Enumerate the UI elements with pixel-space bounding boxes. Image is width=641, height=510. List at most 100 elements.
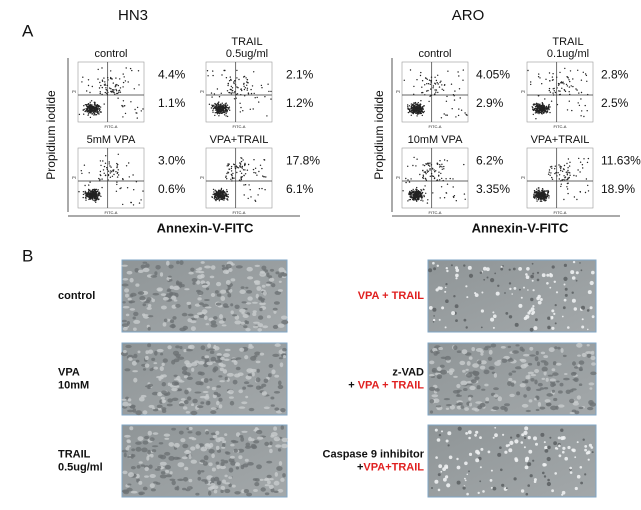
event-dot [101,187,102,188]
event-dot [536,189,537,190]
event-dot [89,110,90,111]
event-dot [413,157,414,158]
event-dot [111,92,112,93]
cell [216,385,221,388]
event-dot [261,188,262,189]
event-dot [118,154,119,155]
cell [190,446,195,450]
event-dot [113,82,114,83]
cell [183,477,188,482]
event-dot [439,82,440,83]
cell [151,358,155,361]
cell [173,286,180,290]
cell [244,355,248,359]
cell [153,432,159,435]
cell [190,268,194,272]
cell [556,381,560,383]
event-dot [106,90,107,91]
cell [581,306,585,310]
cell [236,367,241,371]
event-dot [434,93,435,94]
event-dot [137,107,138,108]
event-dot [116,163,117,164]
cell [161,293,167,296]
cell [591,271,595,275]
event-dot [97,196,98,197]
cell [247,385,253,388]
cell [143,368,146,371]
event-dot [561,81,562,82]
cell [513,268,516,271]
cell [446,483,450,487]
event-dot [440,166,441,167]
event-dot [99,87,100,88]
cell [536,409,540,411]
cell [254,355,258,357]
cell [490,318,494,322]
cell [530,378,534,382]
cell [580,482,583,485]
event-dot [536,200,537,201]
cell [222,265,225,267]
event-dot [85,104,86,105]
event-dot [213,194,214,195]
event-dot [227,163,228,164]
event-dot [550,92,551,93]
event-dot [105,87,106,88]
cell [526,387,531,392]
event-dot [83,194,84,195]
cell [267,480,271,484]
cell [538,402,541,407]
cell [438,489,441,492]
cell [547,326,551,330]
cell [475,458,479,462]
event-dot [104,84,105,85]
cell [130,294,133,297]
event-dot [432,192,433,193]
label-segment: 10mM [58,379,89,391]
cell [167,290,171,292]
event-dot [239,165,240,166]
event-dot [266,115,267,116]
cell [143,410,148,414]
event-dot [263,176,264,177]
event-dot [92,190,93,191]
cell [252,312,256,316]
event-dot [559,94,560,95]
event-dot [549,106,550,107]
event-dot [99,82,100,83]
cell [264,479,269,481]
cell [466,296,468,298]
event-dot [454,90,455,91]
event-dot [564,165,565,166]
event-dot [243,184,244,185]
event-dot [405,182,406,183]
event-dot [580,162,581,163]
cell [191,362,197,366]
event-dot [429,96,430,97]
cell [151,488,156,491]
event-dot [113,89,114,90]
event-dot [544,98,545,99]
cell [243,325,247,328]
cell [202,309,208,314]
event-dot [94,198,95,199]
cell [192,282,195,285]
event-dot [88,184,89,185]
cell [584,445,587,448]
event-dot [410,194,411,195]
event-dot [104,103,105,104]
cell [127,271,133,275]
event-dot [105,155,106,156]
cell [171,388,178,391]
event-dot [229,92,230,93]
cell [569,399,574,403]
cell [505,312,508,315]
cell [216,282,221,286]
event-dot [580,98,581,99]
x-axis-label: Annexin-V-FITC [472,220,569,235]
event-dot [569,81,570,82]
cell [547,479,550,482]
cell [577,395,581,399]
cell [524,446,526,448]
